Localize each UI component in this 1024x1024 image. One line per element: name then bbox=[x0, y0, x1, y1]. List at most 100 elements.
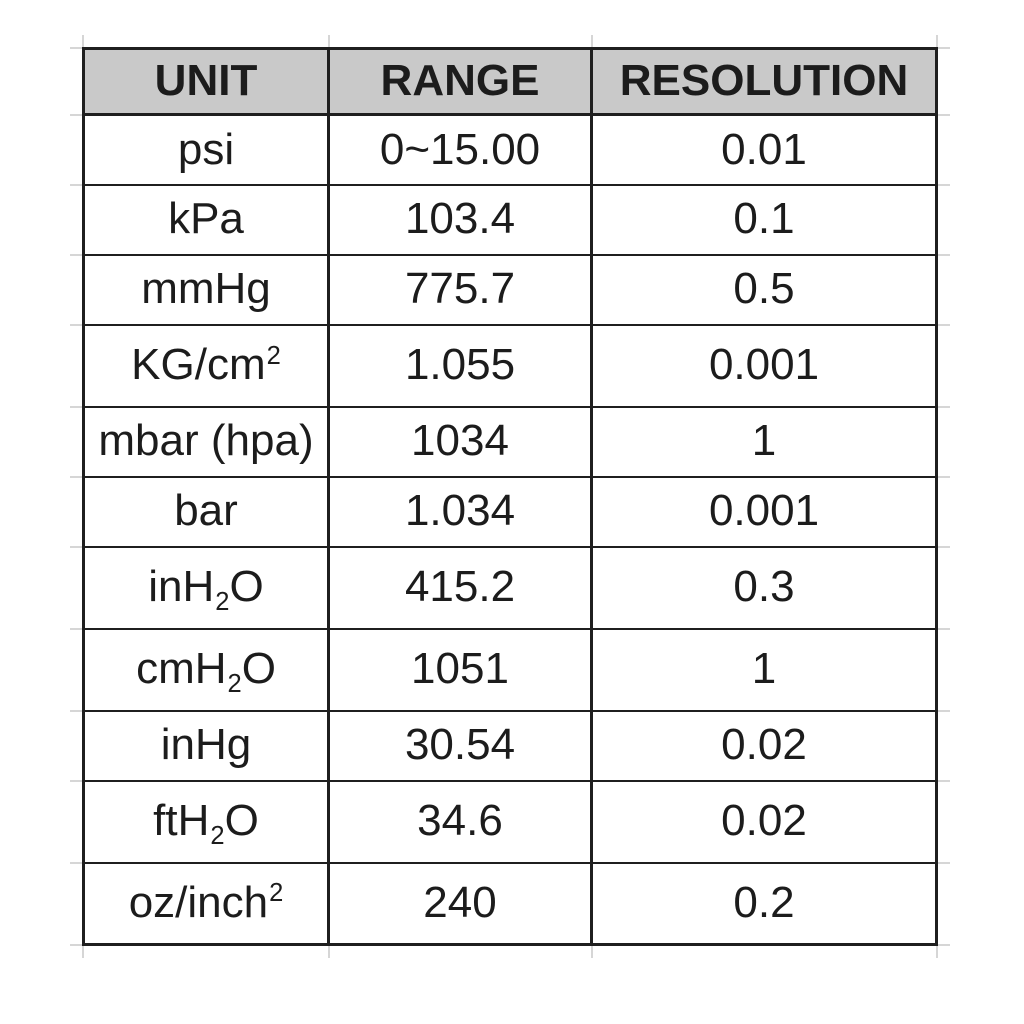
unit-cell: kPa bbox=[82, 183, 330, 256]
range-cell: 1051 bbox=[327, 627, 593, 712]
gridline-stub bbox=[938, 405, 950, 408]
table-row: kPa 103.4 0.1 bbox=[82, 183, 938, 256]
range-cell: 415.2 bbox=[327, 545, 593, 630]
unit-text: bar bbox=[174, 486, 238, 536]
unit-cell: mmHg bbox=[82, 253, 330, 326]
gridline-stub bbox=[70, 183, 82, 186]
column-header-resolution: RESOLUTION bbox=[590, 47, 938, 116]
resolution-cell: 0.02 bbox=[590, 779, 938, 864]
unit-cell: inHg bbox=[82, 709, 330, 782]
range-cell: 1.055 bbox=[327, 323, 593, 408]
subscript: 2 bbox=[227, 669, 242, 698]
gridline-stub bbox=[70, 113, 82, 116]
gridline-stub bbox=[936, 946, 938, 958]
gridline-stub bbox=[938, 779, 950, 782]
unit-cell: mbar (hpa) bbox=[82, 405, 330, 478]
gridline-stub bbox=[70, 779, 82, 782]
gridline-stub bbox=[70, 709, 82, 712]
resolution-cell: 0.001 bbox=[590, 475, 938, 548]
unit-text: inH bbox=[148, 562, 215, 612]
gridline-stub bbox=[938, 183, 950, 186]
unit-cell: inH2O bbox=[82, 545, 330, 630]
resolution-cell: 0.001 bbox=[590, 323, 938, 408]
range-cell: 775.7 bbox=[327, 253, 593, 326]
gridline-stub bbox=[327, 946, 330, 958]
gridline-stub bbox=[70, 545, 82, 548]
table-row: KG/cm2 1.055 0.001 bbox=[82, 323, 938, 408]
gridline-stub bbox=[70, 627, 82, 630]
superscript: 2 bbox=[269, 879, 284, 908]
range-cell: 240 bbox=[327, 861, 593, 946]
unit-cell: KG/cm2 bbox=[82, 323, 330, 408]
table-row: psi 0~15.00 0.01 bbox=[82, 113, 938, 186]
table-row: ftH2O 34.6 0.02 bbox=[82, 779, 938, 864]
gridline-stub bbox=[70, 405, 82, 408]
resolution-cell: 0.1 bbox=[590, 183, 938, 256]
unit-text: cmH bbox=[136, 644, 227, 694]
gridline-stub bbox=[70, 944, 82, 946]
unit-text: O bbox=[224, 796, 259, 846]
range-cell: 103.4 bbox=[327, 183, 593, 256]
resolution-cell: 1 bbox=[590, 627, 938, 712]
superscript: 2 bbox=[266, 341, 281, 370]
table-row: oz/inch2 240 0.2 bbox=[82, 861, 938, 946]
gridline-stub bbox=[938, 944, 950, 946]
resolution-cell: 0.2 bbox=[590, 861, 938, 946]
range-cell: 1034 bbox=[327, 405, 593, 478]
pressure-unit-spec-table: UNIT RANGE RESOLUTION psi 0~15.00 0.01 kPa 1… bbox=[82, 47, 938, 946]
gridline-stub bbox=[938, 113, 950, 116]
unit-cell: psi bbox=[82, 113, 330, 186]
gridline-stub bbox=[70, 47, 82, 49]
resolution-cell: 1 bbox=[590, 405, 938, 478]
range-cell: 34.6 bbox=[327, 779, 593, 864]
subscript: 2 bbox=[215, 587, 230, 616]
unit-cell: cmH2O bbox=[82, 627, 330, 712]
resolution-cell: 0.3 bbox=[590, 545, 938, 630]
unit-text: ftH bbox=[153, 796, 210, 846]
gridline-stub bbox=[82, 35, 84, 47]
unit-text: kPa bbox=[168, 194, 244, 244]
table-row: inHg 30.54 0.02 bbox=[82, 709, 938, 782]
gridline-stub bbox=[70, 253, 82, 256]
unit-cell: oz/inch2 bbox=[82, 861, 330, 946]
resolution-cell: 0.01 bbox=[590, 113, 938, 186]
unit-text: mbar (hpa) bbox=[98, 416, 314, 466]
gridline-stub bbox=[590, 946, 593, 958]
gridline-stub bbox=[327, 35, 330, 47]
range-cell: 30.54 bbox=[327, 709, 593, 782]
unit-text: oz/inch bbox=[128, 878, 269, 928]
gridline-stub bbox=[938, 253, 950, 256]
gridline-stub bbox=[938, 47, 950, 49]
gridline-stub bbox=[938, 627, 950, 630]
gridline-stub bbox=[70, 861, 82, 864]
gridline-stub bbox=[70, 323, 82, 326]
gridline-stub bbox=[938, 475, 950, 478]
column-header-unit: UNIT bbox=[82, 47, 330, 116]
table-row: inH2O 415.2 0.3 bbox=[82, 545, 938, 630]
unit-text: KG/cm bbox=[131, 340, 266, 390]
gridline-stub bbox=[938, 709, 950, 712]
gridline-stub bbox=[936, 35, 938, 47]
unit-text: mmHg bbox=[141, 264, 271, 314]
unit-cell: ftH2O bbox=[82, 779, 330, 864]
range-cell: 1.034 bbox=[327, 475, 593, 548]
table-row: bar 1.034 0.001 bbox=[82, 475, 938, 548]
gridline-stub bbox=[590, 35, 593, 47]
resolution-cell: 0.5 bbox=[590, 253, 938, 326]
unit-text: psi bbox=[177, 124, 235, 174]
resolution-cell: 0.02 bbox=[590, 709, 938, 782]
unit-text: inHg bbox=[160, 720, 252, 770]
gridline-stub bbox=[70, 475, 82, 478]
table-row: cmH2O 1051 1 bbox=[82, 627, 938, 712]
table-row: mbar (hpa) 1034 1 bbox=[82, 405, 938, 478]
header-row: UNIT RANGE RESOLUTION bbox=[82, 47, 938, 116]
gridline-stub bbox=[938, 861, 950, 864]
gridline-stub bbox=[938, 545, 950, 548]
gridline-stub bbox=[82, 946, 84, 958]
column-header-range: RANGE bbox=[327, 47, 593, 116]
subscript: 2 bbox=[210, 821, 225, 850]
range-cell: 0~15.00 bbox=[327, 113, 593, 186]
table-row: mmHg 775.7 0.5 bbox=[82, 253, 938, 326]
unit-text: O bbox=[241, 644, 276, 694]
